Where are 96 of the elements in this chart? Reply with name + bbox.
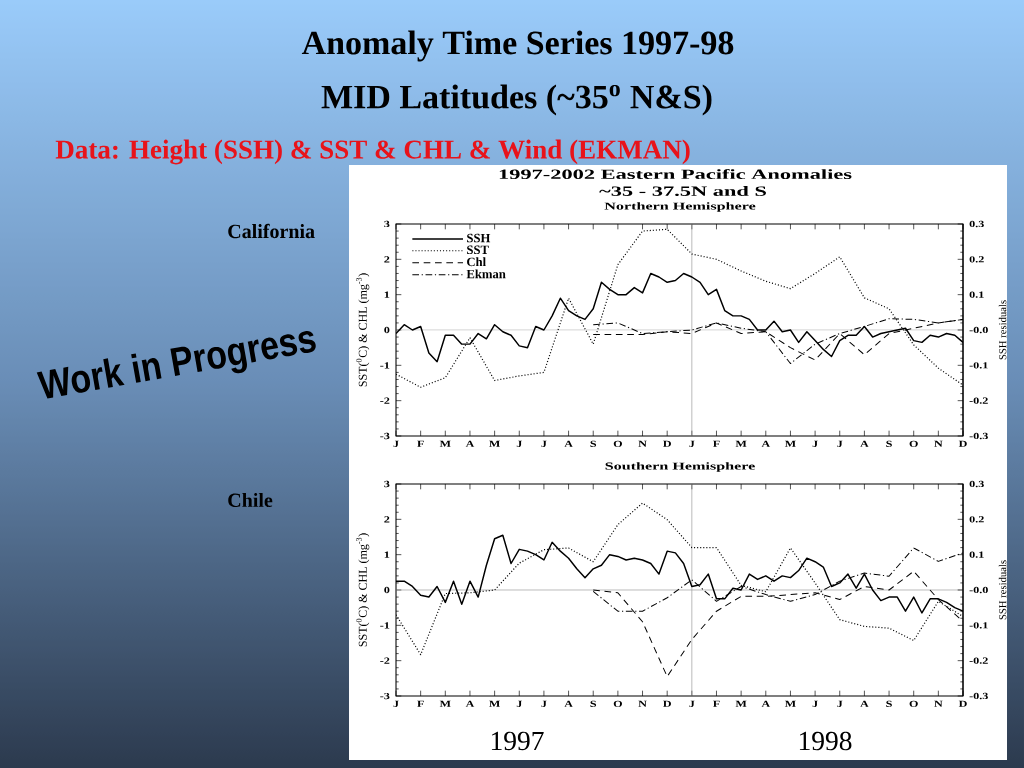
x-tick-label: J	[812, 440, 818, 447]
text: Chile	[228, 492, 273, 508]
x-tick-label: A	[465, 440, 475, 447]
y2-tick-label: -0.3	[969, 432, 988, 440]
x-tick-label: M	[735, 440, 747, 447]
x-tick-label: S	[886, 700, 892, 707]
y2-tick-label: -0.3	[969, 692, 988, 700]
text: Northern Hemisphere	[604, 202, 756, 212]
y-tick-label: 3	[384, 220, 390, 228]
x-tick-label: M	[489, 440, 500, 447]
x-tick-label: O	[909, 440, 918, 447]
y-tick-label: 0	[384, 586, 390, 594]
x-tick-label: F	[417, 700, 424, 707]
text: Work in Progress	[36, 330, 316, 399]
x-tick-label: N	[934, 440, 943, 447]
legend-label: Chl	[467, 257, 486, 267]
y-tick-label: -2	[380, 397, 390, 404]
y-tick-label: 3	[384, 480, 390, 488]
y2-tick-label: 0.3	[969, 480, 984, 488]
x-tick-label: J	[689, 440, 695, 447]
y-tick-label: -2	[380, 657, 390, 664]
x-tick-label: A	[761, 700, 771, 707]
x-tick-label: J	[837, 700, 843, 707]
y2-tick-label: -0.0	[969, 326, 988, 334]
legend-label: Ekman	[466, 269, 506, 279]
x-tick-label: S	[886, 440, 892, 447]
chart-title: Anomaly Time Series 1997-98	[301, 30, 734, 62]
y-tick-label: 0	[384, 326, 390, 334]
chart-title: Southern Hemisphere	[605, 462, 755, 472]
y-axis-title: SST($^{0}$C) & CHL (mg$^{-3}$)	[356, 533, 370, 647]
x-tick-label: J	[837, 440, 843, 447]
x-tick-label: J	[689, 700, 695, 707]
y2-tick-label: 0.3	[969, 220, 984, 228]
x-tick-label: D	[958, 440, 967, 447]
x-tick-label: J	[393, 440, 399, 447]
y-axis-title: SST($^{0}$C) & CHL (mg$^{-3}$)	[356, 273, 370, 387]
x-tick-label: M	[439, 700, 451, 707]
text: California	[228, 223, 315, 239]
y2-tick-label: 0.2	[969, 516, 984, 523]
x-tick-label: S	[590, 440, 597, 447]
x-tick-label: M	[735, 700, 747, 707]
x-tick-label: O	[909, 700, 918, 707]
x-tick-label: D	[663, 700, 671, 707]
x-tick-label: F	[712, 700, 720, 707]
x-tick-label: N	[638, 440, 647, 447]
chart-subtitle: MID Latitudes (~35$^{o}$ N&S)	[321, 84, 712, 116]
y-tick-label: -3	[380, 432, 390, 440]
x-tick-label: F	[712, 440, 720, 447]
y-tick-label: -1	[380, 622, 390, 629]
x-tick-label: J	[541, 700, 547, 707]
text: 1998	[799, 731, 852, 751]
text: 1997	[491, 731, 544, 751]
x-tick-label: D	[663, 440, 671, 447]
x-tick-label: M	[489, 700, 500, 707]
x-tick-label: M	[439, 440, 451, 447]
x-tick-label: J	[393, 700, 399, 707]
x-tick-label: O	[613, 700, 622, 707]
legend-label: SSH	[467, 233, 491, 243]
x-tick-label: A	[860, 440, 869, 447]
y-tick-label: 2	[384, 516, 390, 523]
y-tick-label: -3	[380, 692, 390, 700]
x-tick-label: A	[564, 440, 573, 447]
x-tick-label: J	[541, 440, 547, 447]
y2-axis-title: SSH residuals	[998, 300, 1007, 360]
y2-tick-label: -0.0	[969, 586, 988, 594]
x-tick-label: D	[958, 700, 967, 707]
x-tick-label: A	[564, 700, 573, 707]
x-tick-label: A	[860, 700, 869, 707]
x-tick-label: F	[417, 440, 424, 447]
x-tick-label: S	[590, 700, 597, 707]
legend-label: SST	[467, 245, 489, 255]
x-tick-label: N	[638, 700, 647, 707]
x-tick-label: M	[784, 440, 796, 447]
y-tick-label: -1	[380, 362, 390, 369]
text: ~35 - 37.5N and S	[599, 186, 766, 196]
y2-tick-label: -0.1	[969, 362, 988, 369]
y2-tick-label: 0.2	[969, 256, 984, 263]
text: Data: Height (SSH) & SST & CHL & Wind (EKMAN)	[55, 139, 690, 165]
x-tick-label: J	[516, 440, 522, 447]
x-tick-label: O	[613, 440, 622, 447]
x-tick-label: J	[516, 700, 522, 707]
x-tick-label: M	[784, 700, 796, 707]
y2-tick-label: 0.1	[969, 551, 984, 558]
y2-tick-label: 0.1	[969, 291, 984, 298]
y2-tick-label: -0.2	[969, 657, 988, 664]
y2-tick-label: -0.2	[969, 397, 988, 404]
y-tick-label: 1	[384, 291, 390, 298]
text: 1997-2002 Eastern Pacific Anomalies	[499, 169, 852, 179]
y2-tick-label: -0.1	[969, 622, 988, 629]
y2-axis-title: SSH residuals	[998, 560, 1007, 620]
y-tick-label: 2	[384, 256, 390, 263]
x-tick-label: J	[812, 700, 818, 707]
x-tick-label: A	[465, 700, 475, 707]
x-tick-label: N	[934, 700, 943, 707]
x-tick-label: A	[761, 440, 771, 447]
y-tick-label: 1	[384, 551, 390, 558]
